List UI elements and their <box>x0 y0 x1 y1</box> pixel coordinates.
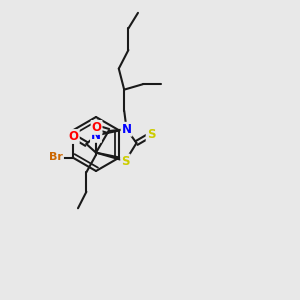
Text: O: O <box>92 121 102 134</box>
Text: O: O <box>69 130 79 143</box>
Text: Br: Br <box>49 152 63 163</box>
Text: S: S <box>147 128 155 141</box>
Text: N: N <box>122 123 132 136</box>
Text: S: S <box>121 154 130 167</box>
Text: N: N <box>91 129 101 142</box>
